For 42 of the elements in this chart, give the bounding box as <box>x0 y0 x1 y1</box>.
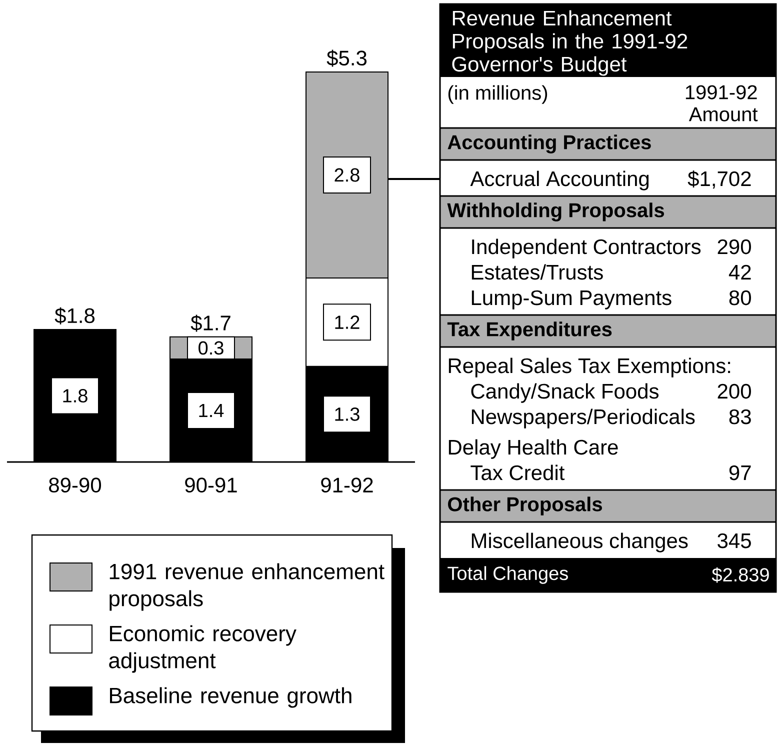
category-label: Miscellaneous changes <box>472 532 688 552</box>
data-label: 1.3 <box>335 407 360 421</box>
x-tick-label: 91-92 <box>321 478 373 493</box>
data-label: 200 <box>718 384 751 399</box>
category-label: Candy/Snack Foods <box>471 383 659 403</box>
total-label: $1.8 <box>54 307 95 324</box>
x-tick-label: 90-91 <box>185 478 237 493</box>
data-label: 2.8 <box>334 168 360 182</box>
text: (in millions) <box>448 85 548 104</box>
text: Revenue Enhancement Proposals in the 1991-92 Governor's Budget <box>452 10 688 76</box>
data-label: 290 <box>718 239 751 254</box>
text: Withholding Proposals <box>447 202 664 222</box>
data-label: 1.4 <box>199 404 224 418</box>
text: $2.839 <box>712 567 769 583</box>
data-label: 1.8 <box>63 389 88 402</box>
category-label: Newspapers/Periodicals <box>472 408 695 428</box>
data-label: 1.2 <box>335 316 360 329</box>
category-label: Tax Credit <box>470 464 565 480</box>
category-label: Independent Contractors <box>472 238 701 258</box>
legend-label: Baseline revenue growth <box>110 687 352 708</box>
total-label: $5.3 <box>326 50 367 67</box>
data-label: 345 <box>718 533 751 548</box>
total-label: $1.7 <box>190 314 230 332</box>
text: Repeal Sales Tax Exemptions: <box>448 358 730 378</box>
data-label: 97 <box>729 465 751 480</box>
data-label: 42 <box>728 264 751 280</box>
text: Total Changes <box>448 566 568 584</box>
category-label: Accrual Accounting <box>470 170 649 190</box>
category-label: Estates/Trusts <box>472 264 603 280</box>
text: Other Proposals <box>448 496 602 516</box>
category-label: Lump-Sum Payments <box>472 290 672 310</box>
text: Tax Expenditures <box>447 322 612 340</box>
legend-label: 1991 revenue enhancement proposals <box>110 563 384 611</box>
text: Accounting Practices <box>448 134 651 154</box>
legend-label: Economic recovery adjustment <box>109 625 296 673</box>
data-label: $1,702 <box>688 170 751 189</box>
text: 1991-92 Amount <box>686 85 758 122</box>
x-tick-label: 89-90 <box>49 478 102 493</box>
category-label: Delay Health Care <box>448 439 618 459</box>
data-label: 80 <box>729 290 751 306</box>
data-label: 83 <box>729 409 751 424</box>
data-label: 0.3 <box>198 341 224 355</box>
